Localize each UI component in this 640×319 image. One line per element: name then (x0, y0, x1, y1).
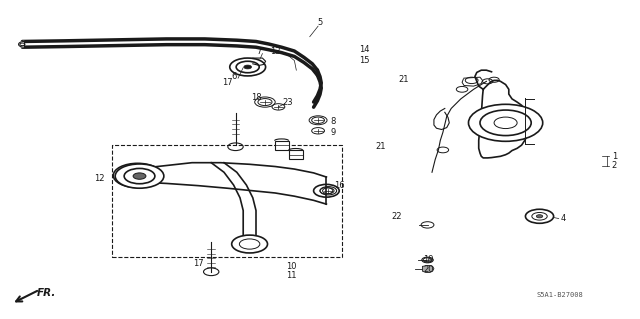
Circle shape (115, 164, 164, 188)
Text: 9: 9 (330, 128, 335, 137)
Text: 7: 7 (257, 47, 262, 56)
Polygon shape (479, 80, 530, 158)
Text: 19: 19 (424, 256, 434, 264)
Bar (289, 150, 303, 159)
Circle shape (232, 235, 268, 253)
Text: 4: 4 (561, 214, 566, 223)
Text: 18: 18 (251, 93, 261, 102)
Bar (275, 141, 289, 150)
Text: 15: 15 (360, 56, 370, 65)
Text: 8: 8 (330, 117, 335, 126)
Text: 5: 5 (317, 18, 323, 27)
Text: S5A1-B27008: S5A1-B27008 (536, 292, 584, 298)
Text: 17: 17 (193, 259, 204, 268)
Circle shape (536, 215, 543, 218)
Text: 17: 17 (222, 78, 232, 87)
Text: 12: 12 (94, 174, 104, 183)
Polygon shape (422, 265, 434, 272)
Circle shape (133, 173, 146, 179)
Text: 20: 20 (424, 265, 434, 274)
Text: 14: 14 (360, 45, 370, 54)
Bar (112, 145, 342, 257)
Text: 1: 1 (612, 152, 617, 161)
Text: 22: 22 (392, 212, 402, 221)
Text: 23: 23 (283, 98, 293, 107)
Text: 16: 16 (334, 181, 344, 189)
Circle shape (468, 104, 543, 141)
Text: 6: 6 (231, 72, 236, 81)
Circle shape (244, 65, 252, 69)
Text: FR.: FR. (37, 288, 56, 299)
Polygon shape (19, 41, 24, 47)
Circle shape (131, 172, 144, 179)
Text: 11: 11 (286, 271, 296, 280)
Text: 13: 13 (270, 47, 280, 56)
Text: 10: 10 (286, 262, 296, 271)
Text: 21: 21 (398, 75, 408, 84)
Text: 2: 2 (612, 161, 617, 170)
Circle shape (113, 163, 162, 188)
Circle shape (525, 209, 554, 223)
Text: 21: 21 (376, 142, 386, 151)
